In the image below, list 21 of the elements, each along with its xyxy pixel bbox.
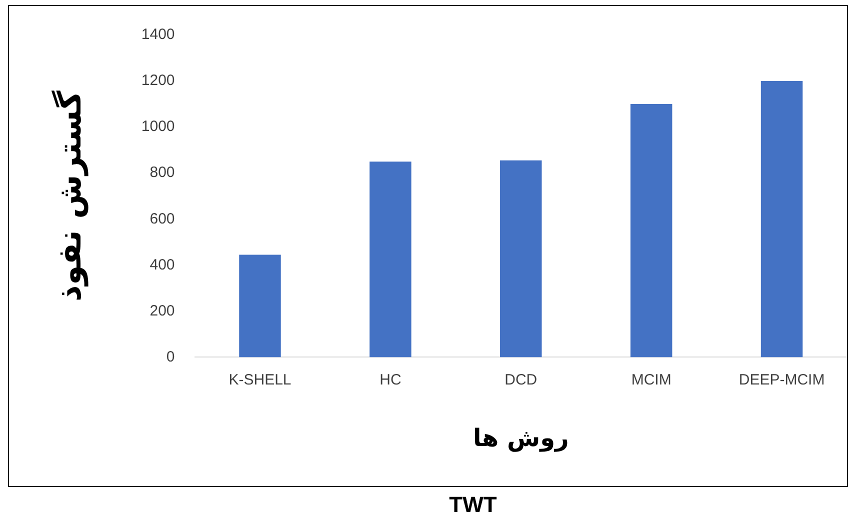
x-tick-label: HC (380, 371, 402, 388)
y-axis-title: گسترش نفوذ (50, 90, 89, 302)
x-tick-label: DCD (504, 371, 538, 388)
bar (370, 162, 412, 358)
y-tick-label: 400 (150, 256, 175, 274)
x-tick-label: K-SHELL (228, 371, 292, 388)
y-tick-label: 1400 (141, 26, 175, 44)
text: TWT (448, 492, 498, 518)
y-tick-label: 800 (150, 164, 175, 182)
x-tick-label: DEEP-MCIM (738, 371, 825, 388)
bar (239, 254, 281, 358)
y-tick-label: 200 (150, 302, 175, 320)
bar (500, 160, 542, 358)
y-tick-label: 600 (150, 210, 175, 228)
bar (760, 81, 803, 358)
x-axis-title: روش ها (472, 424, 569, 452)
y-tick-label: 1200 (141, 72, 175, 90)
x-tick-label: MCIM (631, 371, 672, 388)
y-tick-label: 0 (166, 348, 175, 366)
bar (630, 104, 672, 358)
y-tick-label: 1000 (141, 118, 175, 136)
